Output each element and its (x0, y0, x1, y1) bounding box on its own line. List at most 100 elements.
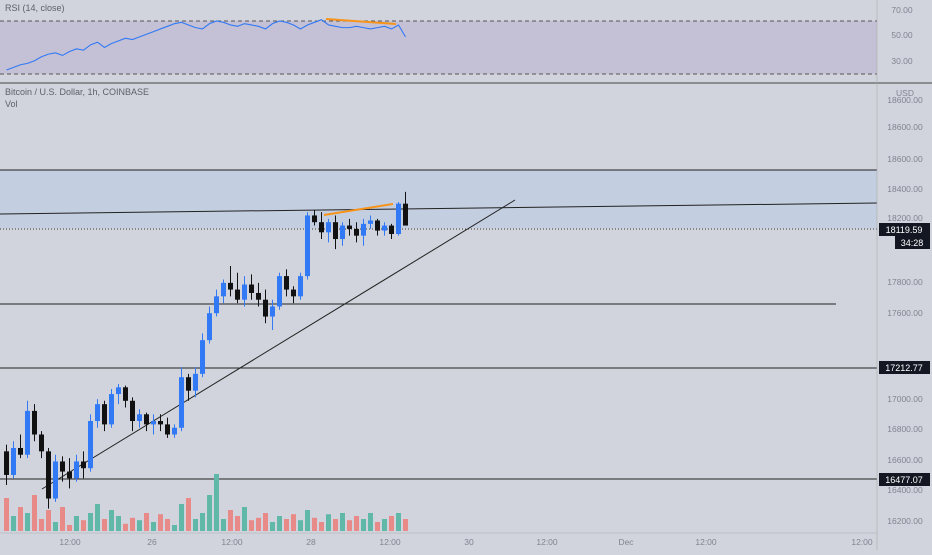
candle[interactable] (95, 404, 100, 422)
candle[interactable] (298, 276, 303, 297)
candle[interactable] (193, 373, 198, 391)
volume-bar (4, 498, 9, 531)
candle[interactable] (403, 203, 408, 226)
candle[interactable] (39, 434, 44, 452)
candle[interactable] (11, 447, 16, 475)
candle[interactable] (340, 225, 345, 240)
rsi-divergence-line (325, 18, 397, 25)
volume-bar (60, 507, 65, 531)
candle[interactable] (354, 228, 359, 236)
candle[interactable] (368, 220, 373, 224)
candle[interactable] (116, 387, 121, 395)
time-tick: 12:00 (851, 537, 873, 547)
candle[interactable] (396, 203, 401, 234)
candle[interactable] (165, 424, 170, 435)
volume-bar (179, 504, 184, 531)
candle[interactable] (158, 421, 163, 425)
rsi-label: RSI (14, close) (5, 3, 65, 13)
time-tick: Dec (618, 537, 634, 547)
candle[interactable] (46, 451, 51, 499)
candle[interactable] (312, 215, 317, 223)
volume-bar (361, 519, 366, 531)
time-tick: 30 (464, 537, 474, 547)
candle[interactable] (361, 223, 366, 236)
candle[interactable] (60, 461, 65, 472)
rsi-pane[interactable]: RSI (14, close) 70.00 50.00 30.00 (0, 0, 913, 82)
candle[interactable] (242, 284, 247, 300)
volume-bar (53, 522, 58, 531)
volume-bar (116, 516, 121, 531)
candle[interactable] (270, 306, 275, 317)
candle[interactable] (67, 471, 72, 479)
candle[interactable] (172, 427, 177, 435)
candle[interactable] (347, 225, 352, 229)
price-pane[interactable]: Bitcoin / U.S. Dollar, 1h, COINBASE Vol (0, 87, 878, 531)
volume-bar (389, 516, 394, 531)
candle[interactable] (179, 377, 184, 428)
candle[interactable] (53, 461, 58, 499)
support-trendline[interactable] (41, 199, 516, 490)
price-tick: 18600.00 (887, 95, 923, 105)
volume-bar (291, 514, 296, 531)
candle[interactable] (25, 410, 30, 455)
candle[interactable] (207, 313, 212, 341)
candle[interactable] (375, 220, 380, 231)
candle[interactable] (228, 282, 233, 290)
candle[interactable] (151, 421, 156, 425)
candle[interactable] (326, 222, 331, 233)
candle[interactable] (256, 292, 261, 300)
volume-bar (368, 513, 373, 531)
candle[interactable] (214, 296, 219, 314)
candle[interactable] (130, 400, 135, 422)
volume-bar (144, 513, 149, 531)
volume-bar (88, 513, 93, 531)
volume-bar (319, 522, 324, 531)
current-price-box (879, 223, 930, 236)
rsi-tick-50: 50.00 (891, 30, 913, 40)
time-tick: 12:00 (536, 537, 558, 547)
volume-bar (102, 519, 107, 531)
candle[interactable] (382, 225, 387, 231)
candle[interactable] (18, 447, 23, 455)
candle[interactable] (284, 276, 289, 290)
candle[interactable] (81, 461, 86, 469)
candle[interactable] (137, 414, 142, 422)
level-2-label: 16477.07 (885, 475, 923, 485)
candle[interactable] (32, 410, 37, 435)
candle[interactable] (186, 377, 191, 391)
volume-bar (11, 516, 16, 531)
candle[interactable] (221, 282, 226, 297)
volume-bar (396, 513, 401, 531)
rising-trendline-top[interactable] (0, 202, 878, 215)
volume-bar (249, 520, 254, 531)
candle[interactable] (291, 289, 296, 297)
candle[interactable] (74, 461, 79, 479)
candle[interactable] (88, 421, 93, 469)
price-tick: 18200.00 (887, 213, 923, 223)
candle[interactable] (305, 215, 310, 277)
candle[interactable] (200, 340, 205, 374)
candle[interactable] (333, 222, 338, 240)
volume-bar (172, 525, 177, 531)
candle[interactable] (109, 394, 114, 425)
time-tick: 12:00 (221, 537, 243, 547)
time-axis[interactable]: 12:00 26 12:00 28 12:00 30 12:00 Dec 12:… (0, 532, 877, 547)
candle[interactable] (4, 451, 9, 475)
candle[interactable] (235, 289, 240, 300)
candles[interactable] (4, 191, 408, 509)
candle[interactable] (144, 414, 149, 425)
candle[interactable] (263, 299, 268, 317)
price-axis[interactable]: USD 18600.00 18600.00 18600.00 18400.00 … (876, 0, 930, 550)
candle[interactable] (123, 387, 128, 401)
candle[interactable] (102, 404, 107, 425)
candle[interactable] (319, 222, 324, 233)
price-tick: 16200.00 (887, 516, 923, 526)
time-tick: 12:00 (59, 537, 81, 547)
candle[interactable] (389, 225, 394, 234)
volume-bar (32, 495, 37, 531)
candle[interactable] (277, 276, 282, 307)
candle[interactable] (249, 284, 254, 293)
price-tick: 17800.00 (887, 277, 923, 287)
